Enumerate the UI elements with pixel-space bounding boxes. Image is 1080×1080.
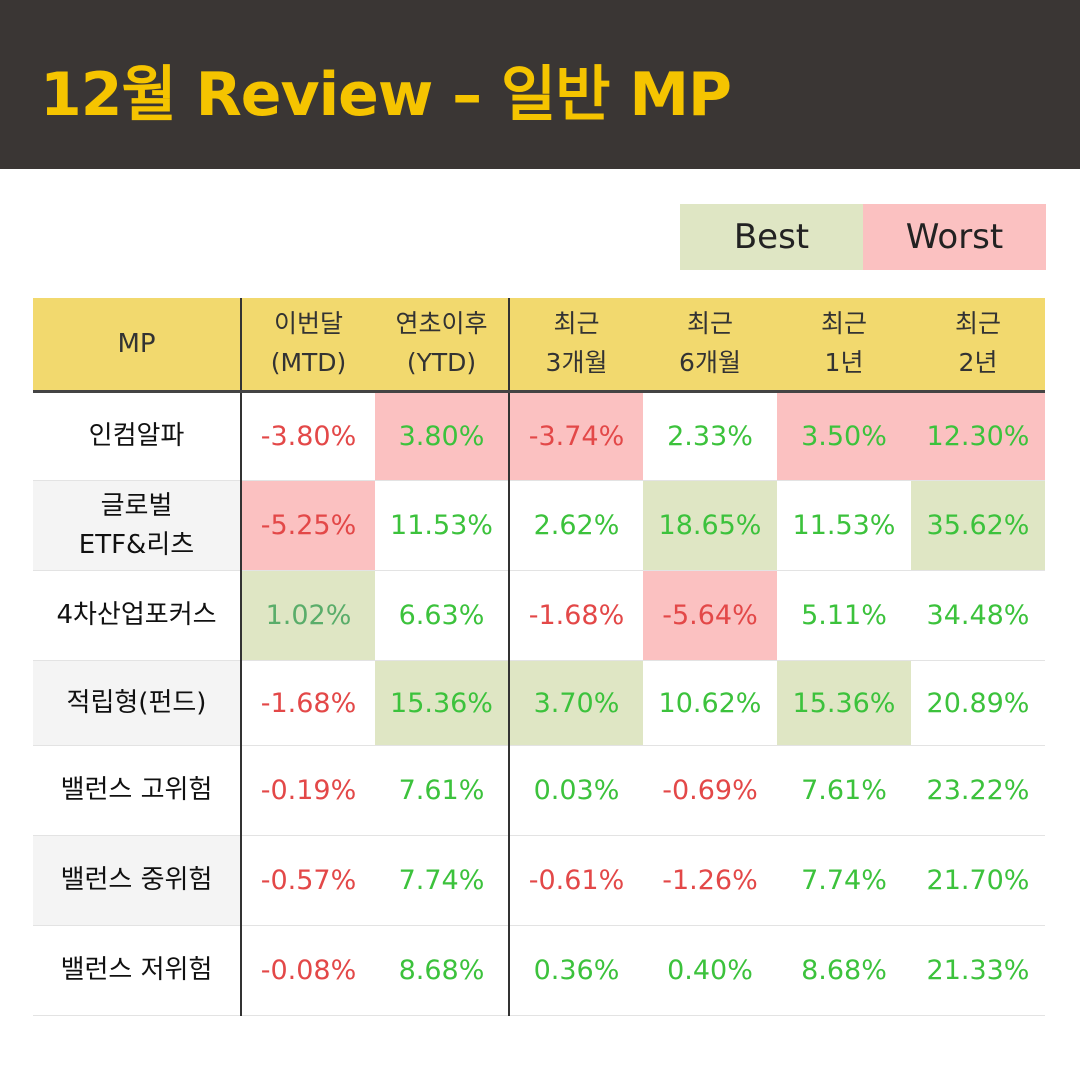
- value-cell: 7.61%: [777, 745, 911, 836]
- value-cell: 21.33%: [911, 925, 1045, 1016]
- value-cell: 0.40%: [643, 925, 777, 1016]
- col-header-line2: 3개월: [545, 348, 608, 377]
- value-cell: 2.33%: [643, 391, 777, 481]
- value-cell: 8.68%: [375, 925, 510, 1016]
- legend-worst: Worst: [863, 204, 1046, 270]
- value-cell: 15.36%: [777, 660, 911, 746]
- table-row: 글로벌 ETF&리츠 -5.25% 11.53% 2.62% 18.65% 11.…: [33, 480, 1045, 571]
- value-cell: -0.61%: [509, 835, 643, 926]
- table-row: 인컴알파 -3.80% 3.80% -3.74% 2.33% 3.50% 12.…: [33, 391, 1045, 481]
- col-header-line2: 6개월: [679, 348, 741, 377]
- table-row: 적립형(펀드) -1.68% 15.36% 3.70% 10.62% 15.36…: [33, 660, 1045, 746]
- col-header-line2: 2년: [958, 348, 998, 377]
- table-row: 밸런스 저위험 -0.08% 8.68% 0.36% 0.40% 8.68% 2…: [33, 925, 1045, 1016]
- value-cell: 0.36%: [509, 925, 643, 1016]
- mp-name: 글로벌 ETF&리츠: [33, 480, 242, 571]
- header-row: MP 이번달 (MTD) 연초이후 (YTD) 최근 3개월 최근 6개월 최근 1년 최…: [33, 298, 1045, 393]
- legend-best: Best: [680, 204, 863, 270]
- value-cell: -0.19%: [241, 745, 375, 836]
- value-cell: 3.80%: [375, 391, 510, 481]
- value-cell: 20.89%: [911, 660, 1045, 746]
- value-cell: -1.26%: [643, 835, 777, 926]
- value-cell: 15.36%: [375, 660, 510, 746]
- col-header-2y: 최근 2년: [911, 298, 1045, 393]
- value-cell: -0.57%: [241, 835, 375, 926]
- value-cell: -0.69%: [643, 745, 777, 836]
- legend-best-label: Best: [733, 217, 810, 257]
- mp-name-line1: 4차산업포커스: [56, 600, 217, 630]
- mp-name: 밸런스 저위험: [33, 925, 242, 1016]
- col-header-line2: (YTD): [406, 348, 477, 377]
- mp-name-line1: 밸런스 중위험: [60, 865, 213, 895]
- mp-name-line2: ETF&리츠: [78, 529, 195, 560]
- value-cell: 1.02%: [241, 570, 375, 661]
- col-header-1y: 최근 1년: [777, 298, 911, 393]
- mp-name: 밸런스 중위험: [33, 835, 242, 926]
- value-cell: 8.68%: [777, 925, 911, 1016]
- header-bar: 12월 Review – 일반 MP: [0, 0, 1080, 169]
- table-row: 밸런스 중위험 -0.57% 7.74% -0.61% -1.26% 7.74%…: [33, 835, 1045, 926]
- col-header-line1: 최근: [686, 309, 733, 339]
- col-header-line1: 연초이후: [395, 309, 488, 339]
- mp-name: 적립형(펀드): [33, 660, 242, 746]
- mp-name: 인컴알파: [33, 391, 242, 481]
- col-header-line1: 최근: [954, 309, 1001, 339]
- value-cell: 10.62%: [643, 660, 777, 746]
- col-header-ytd: 연초이후 (YTD): [375, 298, 510, 393]
- value-cell: 34.48%: [911, 570, 1045, 661]
- value-cell: 12.30%: [911, 391, 1045, 481]
- value-cell: 11.53%: [777, 480, 911, 571]
- col-header-line2: (MTD): [270, 348, 347, 377]
- value-cell: 6.63%: [375, 570, 510, 661]
- mp-returns-table: MP 이번달 (MTD) 연초이후 (YTD) 최근 3개월 최근 6개월 최근 1년 최…: [33, 298, 1045, 1016]
- value-cell: -3.80%: [241, 391, 375, 481]
- value-cell: 11.53%: [375, 480, 510, 571]
- col-header-line1: 최근: [820, 309, 867, 339]
- value-cell: 7.74%: [777, 835, 911, 926]
- value-cell: 7.74%: [375, 835, 510, 926]
- value-cell: -1.68%: [509, 570, 643, 661]
- value-cell: -3.74%: [509, 391, 643, 481]
- value-cell: -1.68%: [241, 660, 375, 746]
- mp-name-line1: 밸런스 저위험: [60, 955, 213, 985]
- mp-name-line1: 글로벌: [100, 490, 173, 521]
- legend-worst-label: Worst: [905, 217, 1004, 257]
- col-header-line1: MP: [117, 328, 156, 359]
- mp-name: 밸런스 고위험: [33, 745, 242, 836]
- mp-name-line1: 인컴알파: [88, 421, 185, 451]
- col-header-3m: 최근 3개월: [509, 298, 643, 393]
- mp-name-line1: 적립형(펀드): [66, 687, 207, 718]
- col-header-line1: 최근: [553, 309, 600, 339]
- value-cell: 2.62%: [509, 480, 643, 571]
- value-cell: 7.61%: [375, 745, 510, 836]
- col-header-mp: MP: [33, 298, 242, 393]
- value-cell: 3.70%: [509, 660, 643, 746]
- page-title: 12월 Review – 일반 MP: [40, 60, 732, 130]
- value-cell: 5.11%: [777, 570, 911, 661]
- value-cell: 0.03%: [509, 745, 643, 836]
- mp-name-line1: 밸런스 고위험: [60, 775, 213, 805]
- value-cell: -0.08%: [241, 925, 375, 1016]
- table-row: 4차산업포커스 1.02% 6.63% -1.68% -5.64% 5.11% …: [33, 570, 1045, 661]
- col-header-line2: 1년: [824, 348, 864, 377]
- value-cell: -5.25%: [241, 480, 375, 571]
- col-header-line1: 이번달: [273, 309, 343, 339]
- value-cell: 23.22%: [911, 745, 1045, 836]
- col-header-6m: 최근 6개월: [643, 298, 777, 393]
- value-cell: 35.62%: [911, 480, 1045, 571]
- value-cell: 3.50%: [777, 391, 911, 481]
- table-row: 밸런스 고위험 -0.19% 7.61% 0.03% -0.69% 7.61% …: [33, 745, 1045, 836]
- value-cell: 21.70%: [911, 835, 1045, 926]
- col-header-mtd: 이번달 (MTD): [241, 298, 375, 393]
- mp-name: 4차산업포커스: [33, 570, 242, 661]
- value-cell: 18.65%: [643, 480, 777, 571]
- value-cell: -5.64%: [643, 570, 777, 661]
